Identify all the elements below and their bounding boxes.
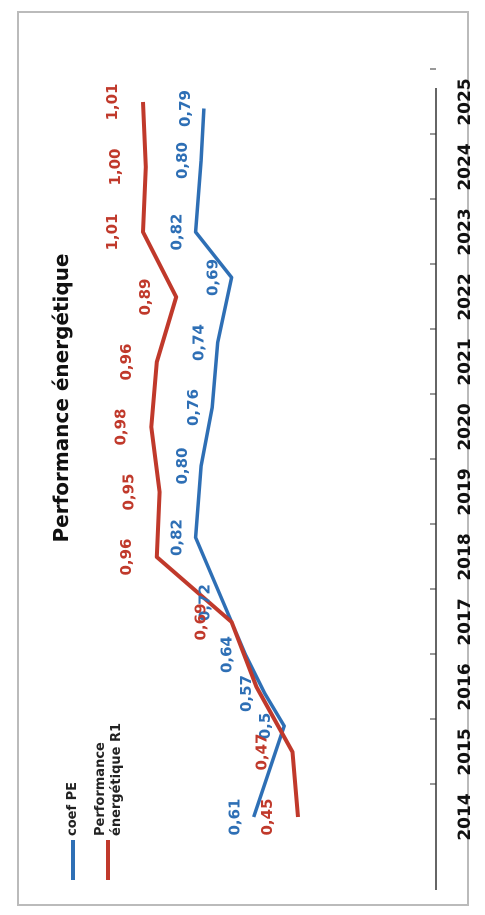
data-label-performance-r1: 0,96 xyxy=(117,343,135,380)
legend-label-line2: énergétique R1 xyxy=(109,723,124,836)
x-tick-label: 2021 xyxy=(455,338,475,385)
series-line-coef-pe xyxy=(193,108,286,818)
data-label-coef-pe: 0,80 xyxy=(173,142,191,179)
data-label-performance-r1: 1,00 xyxy=(106,148,124,185)
data-label-coef-pe: 0,76 xyxy=(184,389,202,426)
data-label-coef-pe: 0,57 xyxy=(237,675,255,712)
data-label-performance-r1: 1,01 xyxy=(103,213,121,250)
legend-label-coef-pe: coef PE xyxy=(65,782,80,836)
data-label-coef-pe: 0,82 xyxy=(168,519,186,556)
chart-title: Performance énergétique xyxy=(49,254,73,543)
plot-border xyxy=(17,11,469,906)
x-axis-ticks: 2014 2015 2016 2017 2018 2019 2020 2021 2022 2023… xyxy=(430,68,475,841)
x-tick-label: 2016 xyxy=(455,663,475,710)
x-tick-label: 2019 xyxy=(455,468,475,515)
data-label-performance-r1: 1,01 xyxy=(103,83,121,120)
data-label-performance-r1: 0,89 xyxy=(136,278,154,315)
data-label-performance-r1: 0,47 xyxy=(252,733,270,770)
data-label-coef-pe: 0,80 xyxy=(173,447,191,484)
data-label-performance-r1: 0,45 xyxy=(258,798,276,835)
data-label-coef-pe: 0,5 xyxy=(256,713,274,740)
legend-label-performance-r1: Performance énergétique R1 xyxy=(93,723,124,836)
data-label-coef-pe: 0,64 xyxy=(217,636,235,673)
x-tick-label: 2020 xyxy=(455,403,475,450)
x-tick-label: 2024 xyxy=(455,143,475,190)
data-label-performance-r1: 0,69 xyxy=(192,603,210,640)
x-tick-label: 2014 xyxy=(455,793,475,840)
x-tick-label: 2018 xyxy=(455,533,475,580)
x-tick-label: 2023 xyxy=(455,208,475,255)
data-label-performance-r1: 0,95 xyxy=(120,473,138,510)
x-tick-label: 2025 xyxy=(455,78,475,125)
x-tick-label: 2015 xyxy=(455,728,475,775)
x-tick-label: 2022 xyxy=(455,273,475,320)
legend-label-line1: Performance xyxy=(93,742,108,836)
data-label-coef-pe: 0,69 xyxy=(204,259,222,296)
data-label-coef-pe: 0,82 xyxy=(168,213,186,250)
series-lines xyxy=(141,101,300,818)
data-labels: 0,61 0,50,570,640,72 0,82 0,80 0,76 0,74 0,69 0… xyxy=(103,83,276,835)
data-label-coef-pe: 0,79 xyxy=(176,90,194,127)
data-label-performance-r1: 0,98 xyxy=(111,408,129,445)
legend: coef PE Performance énergétique R1 xyxy=(65,723,124,880)
data-label-coef-pe: 0,74 xyxy=(190,324,208,361)
x-tick-label: 2017 xyxy=(455,598,475,645)
series-line-performance-r1 xyxy=(141,101,300,818)
data-label-performance-r1: 0,96 xyxy=(117,538,135,575)
data-label-coef-pe: 0,72 xyxy=(195,584,213,621)
data-label-coef-pe: 0,61 xyxy=(226,798,244,835)
